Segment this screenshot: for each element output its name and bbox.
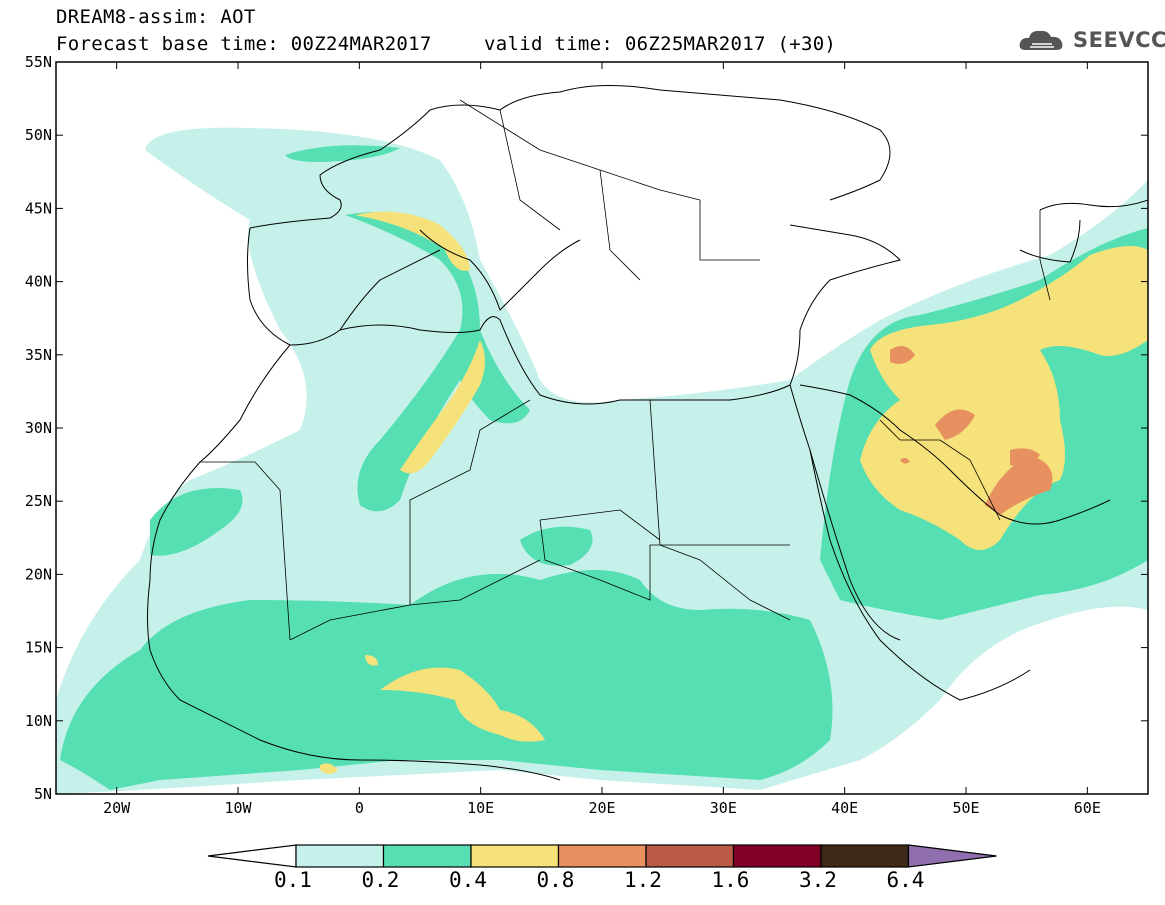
- lat-label: 5N: [34, 785, 52, 803]
- colorbar-label: 0.4: [449, 868, 487, 892]
- lon-label: 20E: [588, 799, 615, 817]
- lon-label: 10E: [467, 799, 494, 817]
- colorbar-box: [645, 844, 735, 868]
- colorbar-label: 0.8: [536, 868, 575, 892]
- longitude-axis: 20W 10W 0 10E 20E 30E 40E 50E 60E: [103, 62, 1101, 817]
- colorbar-box: [557, 844, 647, 868]
- aot-field: [56, 127, 1148, 794]
- map-title: DREAM8-assim: AOT: [56, 6, 256, 28]
- colorbar-arrow-right: [907, 844, 997, 868]
- aot-level-0.8: [890, 346, 1053, 515]
- lat-label: 20N: [25, 565, 52, 583]
- colorbar-label: 0.2: [361, 868, 400, 892]
- colorbar-box: [732, 844, 822, 868]
- colorbar-arrow-left: [207, 844, 297, 868]
- lon-label: 50E: [952, 799, 979, 817]
- lat-label: 40N: [25, 273, 52, 291]
- borders: [200, 99, 1051, 641]
- lon-label: 20W: [103, 799, 131, 817]
- lon-label: 60E: [1074, 799, 1101, 817]
- colorbar-box: [470, 844, 560, 868]
- lat-label: 10N: [25, 712, 52, 730]
- colorbar-box: [820, 844, 910, 868]
- lat-label: 35N: [25, 346, 52, 364]
- colorbar-box: [382, 844, 472, 868]
- colorbar-label: 1.6: [711, 868, 750, 892]
- colorbar-label: 1.2: [624, 868, 662, 892]
- forecast-base-time: Forecast base time: 00Z24MAR2017: [56, 33, 432, 55]
- cloud-icon: [1019, 30, 1063, 50]
- lon-label: 10W: [224, 799, 252, 817]
- valid-time: valid time: 06Z25MAR2017 (+30): [484, 33, 837, 55]
- lat-label: 50N: [25, 126, 52, 144]
- colorbar: [207, 844, 997, 868]
- lat-label: 30N: [25, 419, 52, 437]
- colorbar-box: [295, 844, 385, 868]
- aot-level-0.4: [320, 211, 1148, 774]
- latitude-axis: 55N 50N 45N 40N 35N 30N 25N 20N 15N 10N 5N: [25, 53, 1148, 803]
- colorbar-label: 6.4: [886, 868, 925, 892]
- coastlines: [147, 84, 1148, 781]
- colorbar-label: 3.2: [799, 868, 837, 892]
- logo-text: SEEVCCC: [1073, 28, 1165, 52]
- lon-label: 0: [355, 799, 364, 817]
- lon-label: 40E: [831, 799, 858, 817]
- lat-label: 25N: [25, 492, 52, 510]
- lat-label: 45N: [25, 199, 52, 217]
- lon-label: 30E: [710, 799, 737, 817]
- lat-label: 55N: [25, 53, 52, 71]
- colorbar-label: 0.1: [274, 868, 312, 892]
- lat-label: 15N: [25, 639, 52, 657]
